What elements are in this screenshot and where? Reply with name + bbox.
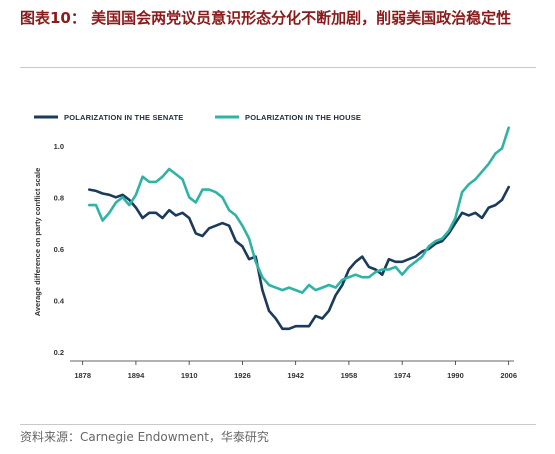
source-note: 资料来源：Carnegie Endowment，华泰研究: [20, 430, 269, 444]
legend-label-1: POLARIZATION IN THE SENATE: [64, 113, 184, 122]
x-tick-label: 1878: [74, 371, 91, 380]
chart-series-lines: [88, 126, 511, 331]
x-tick-label: 2006: [500, 371, 517, 380]
x-tick-label: 1990: [447, 371, 464, 380]
chart-legend: POLARIZATION IN THE SENATE POLARIZATION I…: [34, 113, 361, 122]
x-tick-label: 1926: [234, 371, 251, 380]
legend-label-2: POLARIZATION IN THE HOUSE: [245, 113, 361, 122]
y-tick-label: 0.6: [54, 245, 64, 254]
y-tick-label: 0.2: [54, 348, 64, 357]
source-divider: [20, 424, 536, 425]
x-tick-label: 1910: [181, 371, 198, 380]
figure-title: 图表10： 美国国会两党议员意识形态分化不断加剧，削弱美国政治稳定性: [20, 9, 512, 27]
y-axis-ticks: 0.2 0.4 0.6 0.8 1.0: [54, 142, 65, 357]
x-tick-label: 1894: [128, 371, 146, 380]
x-axis: 1878 1894 1910 1926 1942 1958 1974 1990 2006: [70, 360, 517, 380]
y-tick-label: 0.4: [54, 296, 65, 305]
senate-polarization-line: [88, 185, 511, 331]
x-tick-label: 1958: [341, 371, 358, 380]
house-polarization-line: [88, 126, 511, 295]
y-tick-label: 1.0: [54, 142, 64, 151]
title-divider: [20, 67, 536, 68]
x-tick-label: 1942: [287, 371, 304, 380]
x-tick-label: 1974: [394, 371, 412, 380]
y-axis-title: Average difference on party conflict sca…: [33, 168, 42, 317]
y-tick-label: 0.8: [54, 193, 64, 202]
y-axis-title-group: Average difference on party conflict sca…: [33, 168, 42, 317]
